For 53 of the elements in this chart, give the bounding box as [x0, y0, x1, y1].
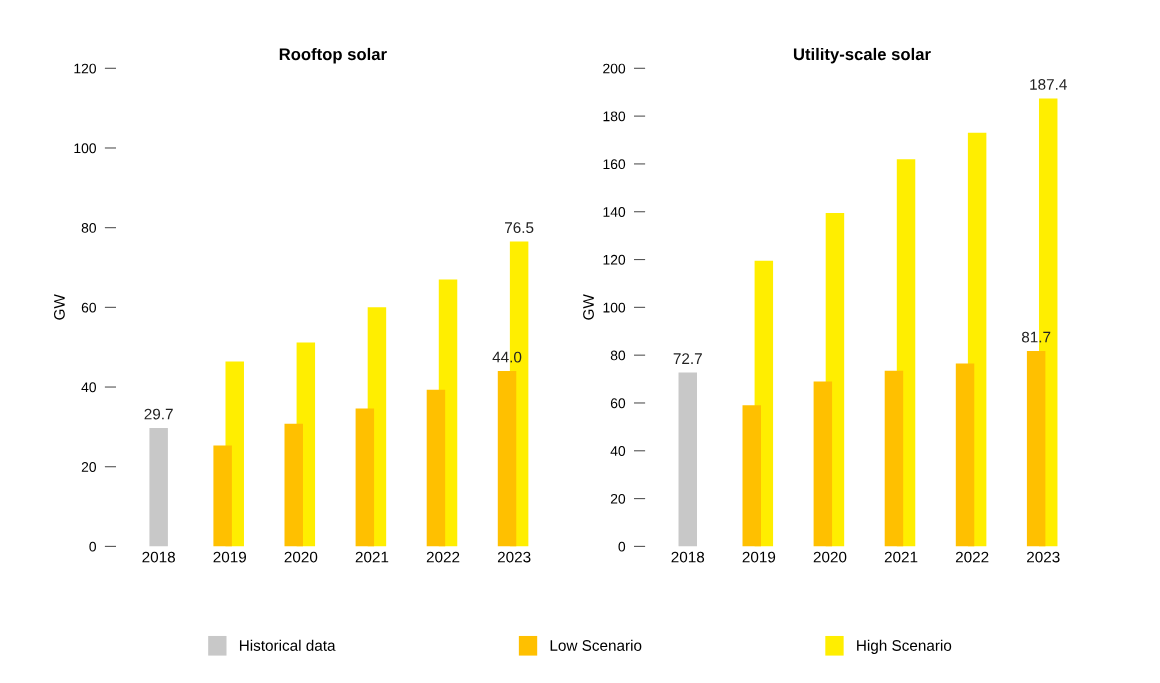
bar [355, 408, 375, 547]
y-tick-label: 100 [74, 143, 97, 154]
y-tick-label: 120 [74, 63, 97, 74]
legend-label: Low Scenario [550, 639, 642, 651]
bar [884, 370, 904, 547]
bar [955, 363, 975, 547]
y-tick-label: 40 [610, 446, 626, 456]
data-label: 29.7 [144, 408, 173, 420]
data-label: 72.7 [673, 353, 702, 364]
y-tick-label: 80 [610, 350, 626, 361]
y-axis-title: GW [583, 294, 594, 320]
bar [678, 372, 698, 547]
x-tick-label: 2021 [884, 551, 918, 563]
y-tick-label: 140 [603, 207, 626, 217]
y-tick-label: 120 [603, 254, 626, 265]
y-tick-label: 40 [81, 382, 97, 393]
y-tick-label: 60 [610, 398, 626, 409]
x-tick-label: 2022 [955, 551, 989, 563]
y-tick-label: 20 [610, 493, 626, 504]
x-tick-label: 2019 [213, 551, 247, 563]
y-axis-title: GW [53, 294, 65, 320]
bar [742, 405, 761, 547]
chart-title: Rooftop solar [279, 47, 387, 64]
y-tick-label: 160 [603, 159, 626, 170]
x-tick-label: 2020 [284, 551, 318, 563]
x-tick-label: 2023 [497, 551, 531, 563]
x-tick-label: 2021 [355, 551, 389, 563]
x-tick-label: 2019 [742, 551, 776, 563]
data-label: 76.5 [505, 222, 534, 234]
x-tick-label: 2022 [426, 551, 460, 563]
y-tick-label: 60 [81, 302, 97, 313]
x-tick-label: 2020 [813, 551, 847, 563]
legend-label: Historical data [239, 639, 336, 651]
bar [284, 423, 303, 547]
bar [813, 381, 833, 547]
bar [149, 428, 168, 547]
chart-title: Utility-scale solar [793, 47, 931, 64]
y-tick-label: 100 [603, 302, 626, 313]
y-tick-label: 200 [603, 63, 626, 74]
legend-label: High Scenario [857, 639, 952, 654]
y-tick-label: 20 [81, 462, 97, 472]
x-tick-label: 2018 [671, 551, 705, 563]
bar [1026, 351, 1046, 547]
y-tick-label: 0 [89, 541, 97, 552]
y-tick-label: 0 [618, 541, 626, 552]
data-label: 187.4 [1030, 79, 1067, 90]
y-tick-label: 80 [81, 223, 97, 233]
bar [426, 389, 446, 547]
x-tick-label: 2018 [142, 551, 175, 563]
x-tick-label: 2023 [1027, 551, 1060, 563]
y-tick-label: 180 [603, 111, 626, 122]
bar [213, 445, 232, 547]
bar [497, 371, 517, 547]
